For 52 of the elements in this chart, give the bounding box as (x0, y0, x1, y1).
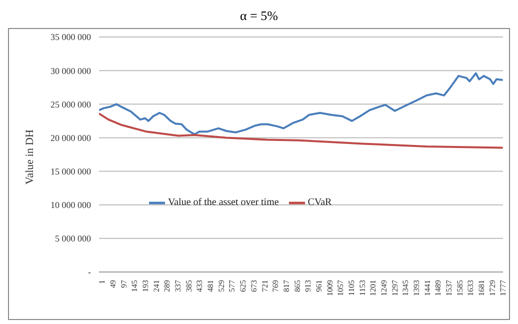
x-tick-label: 1105 (346, 280, 356, 296)
x-tick-label: 1441 (422, 280, 432, 296)
x-tick-label: 1585 (455, 280, 464, 296)
y-tick-label: 30 000 000 (50, 66, 92, 76)
x-tick-label: 1153 (358, 280, 367, 296)
x-tick-label: 289 (162, 280, 172, 292)
x-tick-label: 193 (141, 280, 150, 292)
x-tick-label: 1393 (412, 280, 422, 296)
y-tick-label: 20 000 000 (50, 132, 92, 143)
x-tick-label: 577 (228, 280, 237, 292)
x-tick-label: 1633 (466, 280, 476, 296)
x-tick-label: 1681 (477, 280, 486, 296)
x-tick-label: 1537 (444, 280, 454, 296)
x-tick-label: 1489 (434, 280, 443, 296)
x-tick-label: 817 (282, 280, 291, 292)
x-tick-label: 913 (304, 280, 313, 292)
x-tick-label: 1777 (498, 280, 508, 296)
y-tick-label: - (88, 267, 91, 278)
y-tick-label: 25 000 000 (50, 99, 92, 110)
x-tick-label: 337 (174, 280, 183, 292)
x-tick-label: 529 (216, 280, 226, 292)
y-tick-label: 10 000 000 (50, 200, 92, 210)
x-tick-label: 97 (119, 280, 128, 288)
x-tick-label: 721 (260, 280, 270, 292)
x-tick-label: 1201 (368, 280, 378, 296)
y-tick-label: 15 000 000 (50, 166, 92, 176)
x-tick-label: 961 (314, 280, 324, 292)
x-tick-label: 49 (108, 280, 118, 288)
line-series (99, 72, 503, 136)
line-series (99, 112, 503, 149)
x-tick-label: 1 (98, 280, 107, 284)
y-axis-title: Value in DH (24, 129, 36, 184)
x-tick-label: 241 (152, 280, 161, 292)
y-tick-label: 35 000 000 (50, 32, 92, 42)
y-tick-label: 5 000 000 (55, 234, 92, 244)
x-tick-label: 1345 (401, 280, 410, 296)
x-tick-label: 625 (238, 280, 248, 292)
legend-label: CVaR (306, 197, 332, 208)
x-tick-label: 1729 (488, 280, 497, 296)
x-tick-label: 145 (130, 280, 140, 292)
x-tick-label: 1297 (390, 280, 400, 296)
x-tick-label: 769 (271, 280, 280, 292)
x-tick-label: 1009 (325, 280, 334, 296)
legend-label: Value of the asset over time (167, 197, 279, 208)
x-tick-label: 865 (292, 280, 302, 292)
x-tick-label: 433 (195, 280, 204, 292)
x-tick-label: 673 (249, 280, 258, 292)
x-tick-label: 385 (184, 280, 194, 292)
chart-title: α = 5% (239, 8, 279, 25)
x-tick-label: 481 (206, 280, 216, 292)
x-tick-label: 1249 (380, 280, 389, 296)
x-tick-label: 1057 (336, 280, 346, 296)
